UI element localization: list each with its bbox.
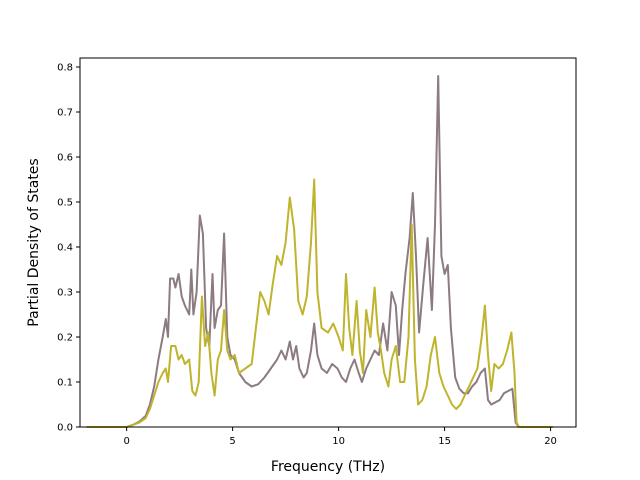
plot-frame (79, 57, 577, 428)
x-tick-label: 15 (438, 436, 451, 447)
y-tick-label: 0.5 (57, 198, 73, 209)
y-tick-label: 0.8 (57, 63, 73, 74)
y-tick-label: 0.0 (57, 423, 73, 434)
x-tick-label: 5 (229, 436, 235, 447)
x-axis-label: Frequency (THz) (271, 459, 385, 475)
y-tick-label: 0.4 (57, 243, 73, 254)
x-tick-label: 10 (332, 436, 345, 447)
x-tick-label: 20 (544, 436, 557, 447)
y-tick-label: 0.6 (57, 153, 73, 164)
y-tick-label: 0.1 (57, 378, 73, 389)
series-line-1 (86, 75, 553, 428)
y-tick-label: 0.3 (57, 288, 73, 299)
x-tick-label: 0 (123, 436, 129, 447)
y-tick-label: 0.2 (57, 333, 73, 344)
series-line-2 (86, 178, 553, 428)
series-lines (86, 75, 553, 428)
axis-ticks: 0 5 10 15 20 0.0 0.1 0.2 0.3 0.4 0.5 0.6 0.7 0.8 (57, 63, 557, 448)
y-tick-label: 0.7 (57, 108, 73, 119)
y-axis-label: Partial Density of States (26, 158, 42, 326)
